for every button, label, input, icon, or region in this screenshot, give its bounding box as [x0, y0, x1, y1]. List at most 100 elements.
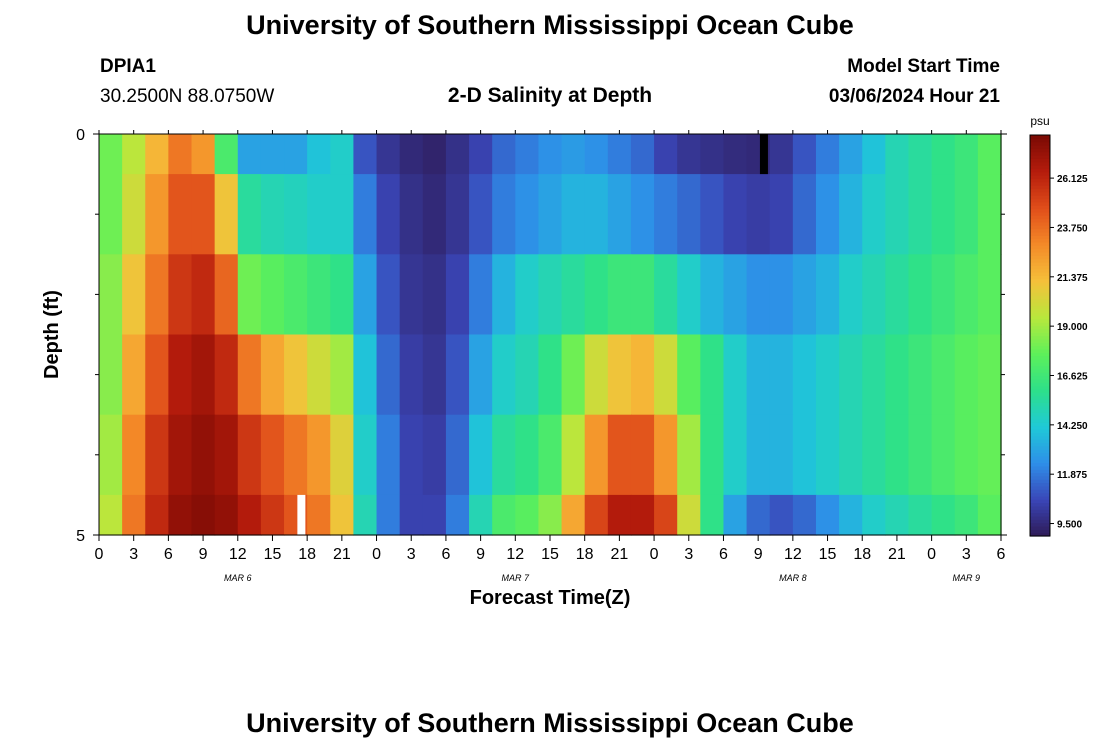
colorbar-segment — [1030, 495, 1050, 500]
colorbar-segment — [1030, 245, 1050, 250]
heatmap-cell — [931, 254, 956, 336]
colorbar-segment — [1030, 292, 1050, 296]
colorbar-segment — [1030, 218, 1050, 223]
heatmap-cell — [260, 494, 285, 536]
colorbar-segment — [1030, 529, 1050, 534]
y-axis-label: Depth (ft) — [41, 290, 63, 379]
x-tick-label: 9 — [754, 546, 763, 563]
heatmap-cell — [191, 254, 216, 336]
colorbar-segment — [1030, 201, 1050, 206]
heatmap-cell — [630, 334, 655, 416]
heatmap-cell — [815, 134, 840, 175]
heatmap-cell — [307, 414, 331, 496]
heatmap-cell — [538, 254, 563, 336]
x-tick-label: 6 — [164, 546, 173, 563]
colorbar-segment — [1030, 465, 1050, 470]
heatmap-cell — [885, 494, 910, 536]
colorbar-segment — [1030, 248, 1050, 253]
heatmap-cell — [862, 334, 886, 416]
heatmap-cell — [654, 134, 678, 175]
heatmap-cell — [700, 334, 725, 416]
colorbar-segment — [1030, 161, 1050, 166]
heatmap-cell — [284, 334, 308, 416]
heatmap-cell — [445, 254, 470, 336]
colorbar-segment — [1030, 225, 1050, 230]
colorbar-segment — [1030, 305, 1050, 310]
x-tick-label: 15 — [264, 546, 282, 563]
heatmap-cell — [954, 254, 979, 336]
heatmap-cell — [353, 494, 378, 536]
heatmap-cell — [977, 174, 1002, 255]
heatmap-cell — [538, 134, 563, 175]
colorbar-segment — [1030, 165, 1050, 170]
heatmap-cell — [145, 494, 169, 536]
heatmap-cell — [237, 334, 262, 416]
heatmap-cell — [677, 254, 701, 336]
heatmap-cell — [769, 254, 794, 336]
heatmap-cell — [700, 494, 725, 536]
heatmap-cell — [515, 174, 540, 255]
colorbar-segment — [1030, 181, 1050, 186]
colorbar-segment — [1030, 348, 1050, 353]
heatmap-cell — [954, 134, 979, 175]
heatmap-cell — [445, 334, 470, 416]
colorbar-tick-label: 9.500 — [1057, 520, 1082, 531]
heatmap-cell — [492, 134, 516, 175]
colorbar-segment — [1030, 432, 1050, 437]
heatmap-cell — [815, 494, 840, 536]
heatmap-cell — [145, 254, 169, 336]
heatmap-cell — [260, 414, 285, 496]
heatmap-cell — [307, 254, 331, 336]
x-tick-label: 15 — [819, 546, 837, 563]
colorbar-segment — [1030, 368, 1050, 373]
heatmap-cell — [330, 334, 355, 416]
model-start-label: Model Start Time — [847, 56, 1000, 77]
model-start-value: 03/06/2024 Hour 21 — [828, 86, 1000, 107]
colorbar-segment — [1030, 442, 1050, 447]
heatmap-cell — [445, 414, 470, 496]
heatmap-cell — [607, 334, 632, 416]
colorbar-segment — [1030, 151, 1050, 156]
heatmap-cell — [931, 134, 956, 175]
heatmap-cell — [422, 334, 447, 416]
colorbar-segment — [1030, 462, 1050, 467]
heatmap-cell — [99, 494, 123, 536]
x-tick-label: 3 — [962, 546, 971, 563]
colorbar-segment — [1030, 409, 1050, 413]
heatmap-cell — [145, 174, 169, 255]
colorbar-segment — [1030, 502, 1050, 507]
heatmap-cell — [769, 174, 794, 255]
heatmap-cell — [99, 414, 123, 496]
colorbar-segment — [1030, 452, 1050, 457]
colorbar-segment — [1030, 255, 1050, 260]
colorbar-segment — [1030, 342, 1050, 347]
colorbar-segment — [1030, 375, 1050, 380]
heatmap-cell — [561, 414, 586, 496]
heatmap-cell — [492, 414, 516, 496]
x-tick-label: 9 — [199, 546, 208, 563]
heatmap-cell — [700, 254, 725, 336]
heatmap-cell — [307, 174, 331, 255]
colorbar-segment — [1030, 512, 1050, 517]
heatmap-cell — [330, 134, 355, 175]
colorbar-segment — [1030, 372, 1050, 377]
heatmap-cell — [584, 414, 609, 496]
colorbar-segment — [1030, 419, 1050, 423]
heatmap-cell — [792, 494, 817, 536]
heatmap-cell — [862, 174, 886, 255]
heatmap-cell — [630, 174, 655, 255]
colorbar-segment — [1030, 422, 1050, 427]
heatmap-cell — [260, 174, 285, 255]
colorbar-segment — [1030, 338, 1050, 343]
page-title: University of Southern Mississippi Ocean… — [246, 10, 854, 40]
heatmap-cell — [122, 174, 146, 255]
colorbar-segment — [1030, 308, 1050, 313]
colorbar-segment — [1030, 178, 1050, 183]
colorbar-segment — [1030, 485, 1050, 490]
colorbar-segment — [1030, 378, 1050, 383]
colorbar-segment — [1030, 475, 1050, 480]
colorbar-segment — [1030, 278, 1050, 283]
heatmap-cell — [168, 334, 193, 416]
heatmap-cell — [469, 334, 493, 416]
colorbar-segment — [1030, 155, 1050, 159]
